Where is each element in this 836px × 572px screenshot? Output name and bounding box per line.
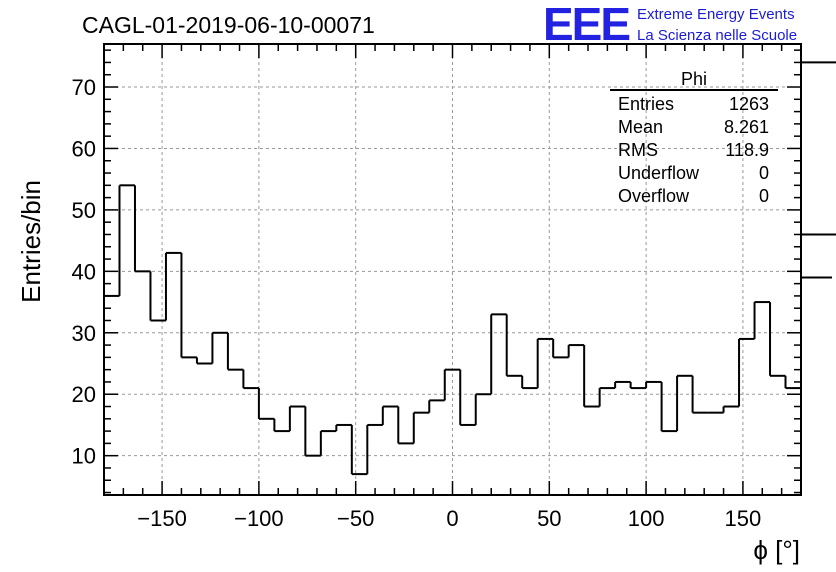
stats-value: 0 — [759, 186, 769, 206]
y-tick-label: 60 — [72, 136, 96, 161]
x-axis: −150 −100 −50 0 50 100 150 — [103, 44, 802, 531]
x-tick-label: 0 — [446, 506, 458, 531]
stats-value: 1263 — [729, 94, 769, 114]
stats-value: 118.9 — [725, 140, 769, 160]
logo-mark: EEE — [543, 0, 629, 50]
stats-label: Entries — [618, 94, 674, 114]
x-tick-label: −50 — [337, 506, 374, 531]
grid-lines — [104, 44, 801, 495]
y-axis: 10 20 30 40 50 60 70 — [72, 49, 801, 494]
x-tick-label: 100 — [628, 506, 665, 531]
y-tick-label: 30 — [72, 321, 96, 346]
logo-line-1: Extreme Energy Events — [637, 6, 795, 23]
stats-value: 8.261 — [724, 117, 769, 137]
y-tick-label: 70 — [72, 75, 96, 100]
y-tick-label: 40 — [72, 259, 96, 284]
stats-title: Phi — [681, 69, 707, 89]
x-tick-label: 50 — [537, 506, 561, 531]
stats-value: 0 — [759, 163, 769, 183]
x-tick-label: −100 — [234, 506, 284, 531]
y-tick-label: 50 — [72, 198, 96, 223]
chart-title: CAGL-01-2019-06-10-00071 — [82, 12, 375, 38]
x-axis-label: ϕ [°] — [753, 535, 800, 565]
eee-logo: EEE Extreme Energy Events La Scienza nel… — [543, 0, 797, 50]
x-tick-label: 150 — [725, 506, 762, 531]
y-tick-label: 10 — [72, 444, 96, 469]
stats-box: Phi Entries 1263 Mean 8.261 RMS 118.9 Underflo… — [610, 69, 778, 206]
x-tick-label: −150 — [137, 506, 187, 531]
stats-label: RMS — [618, 140, 658, 160]
stats-label: Overflow — [618, 186, 690, 206]
y-axis-label: Entries/bin — [16, 180, 46, 303]
logo-line-2: La Scienza nelle Scuole — [637, 27, 797, 44]
y-tick-label: 20 — [72, 382, 96, 407]
stats-label: Mean — [618, 117, 663, 137]
stats-label: Underflow — [618, 163, 700, 183]
histogram-bars — [103, 61, 836, 495]
